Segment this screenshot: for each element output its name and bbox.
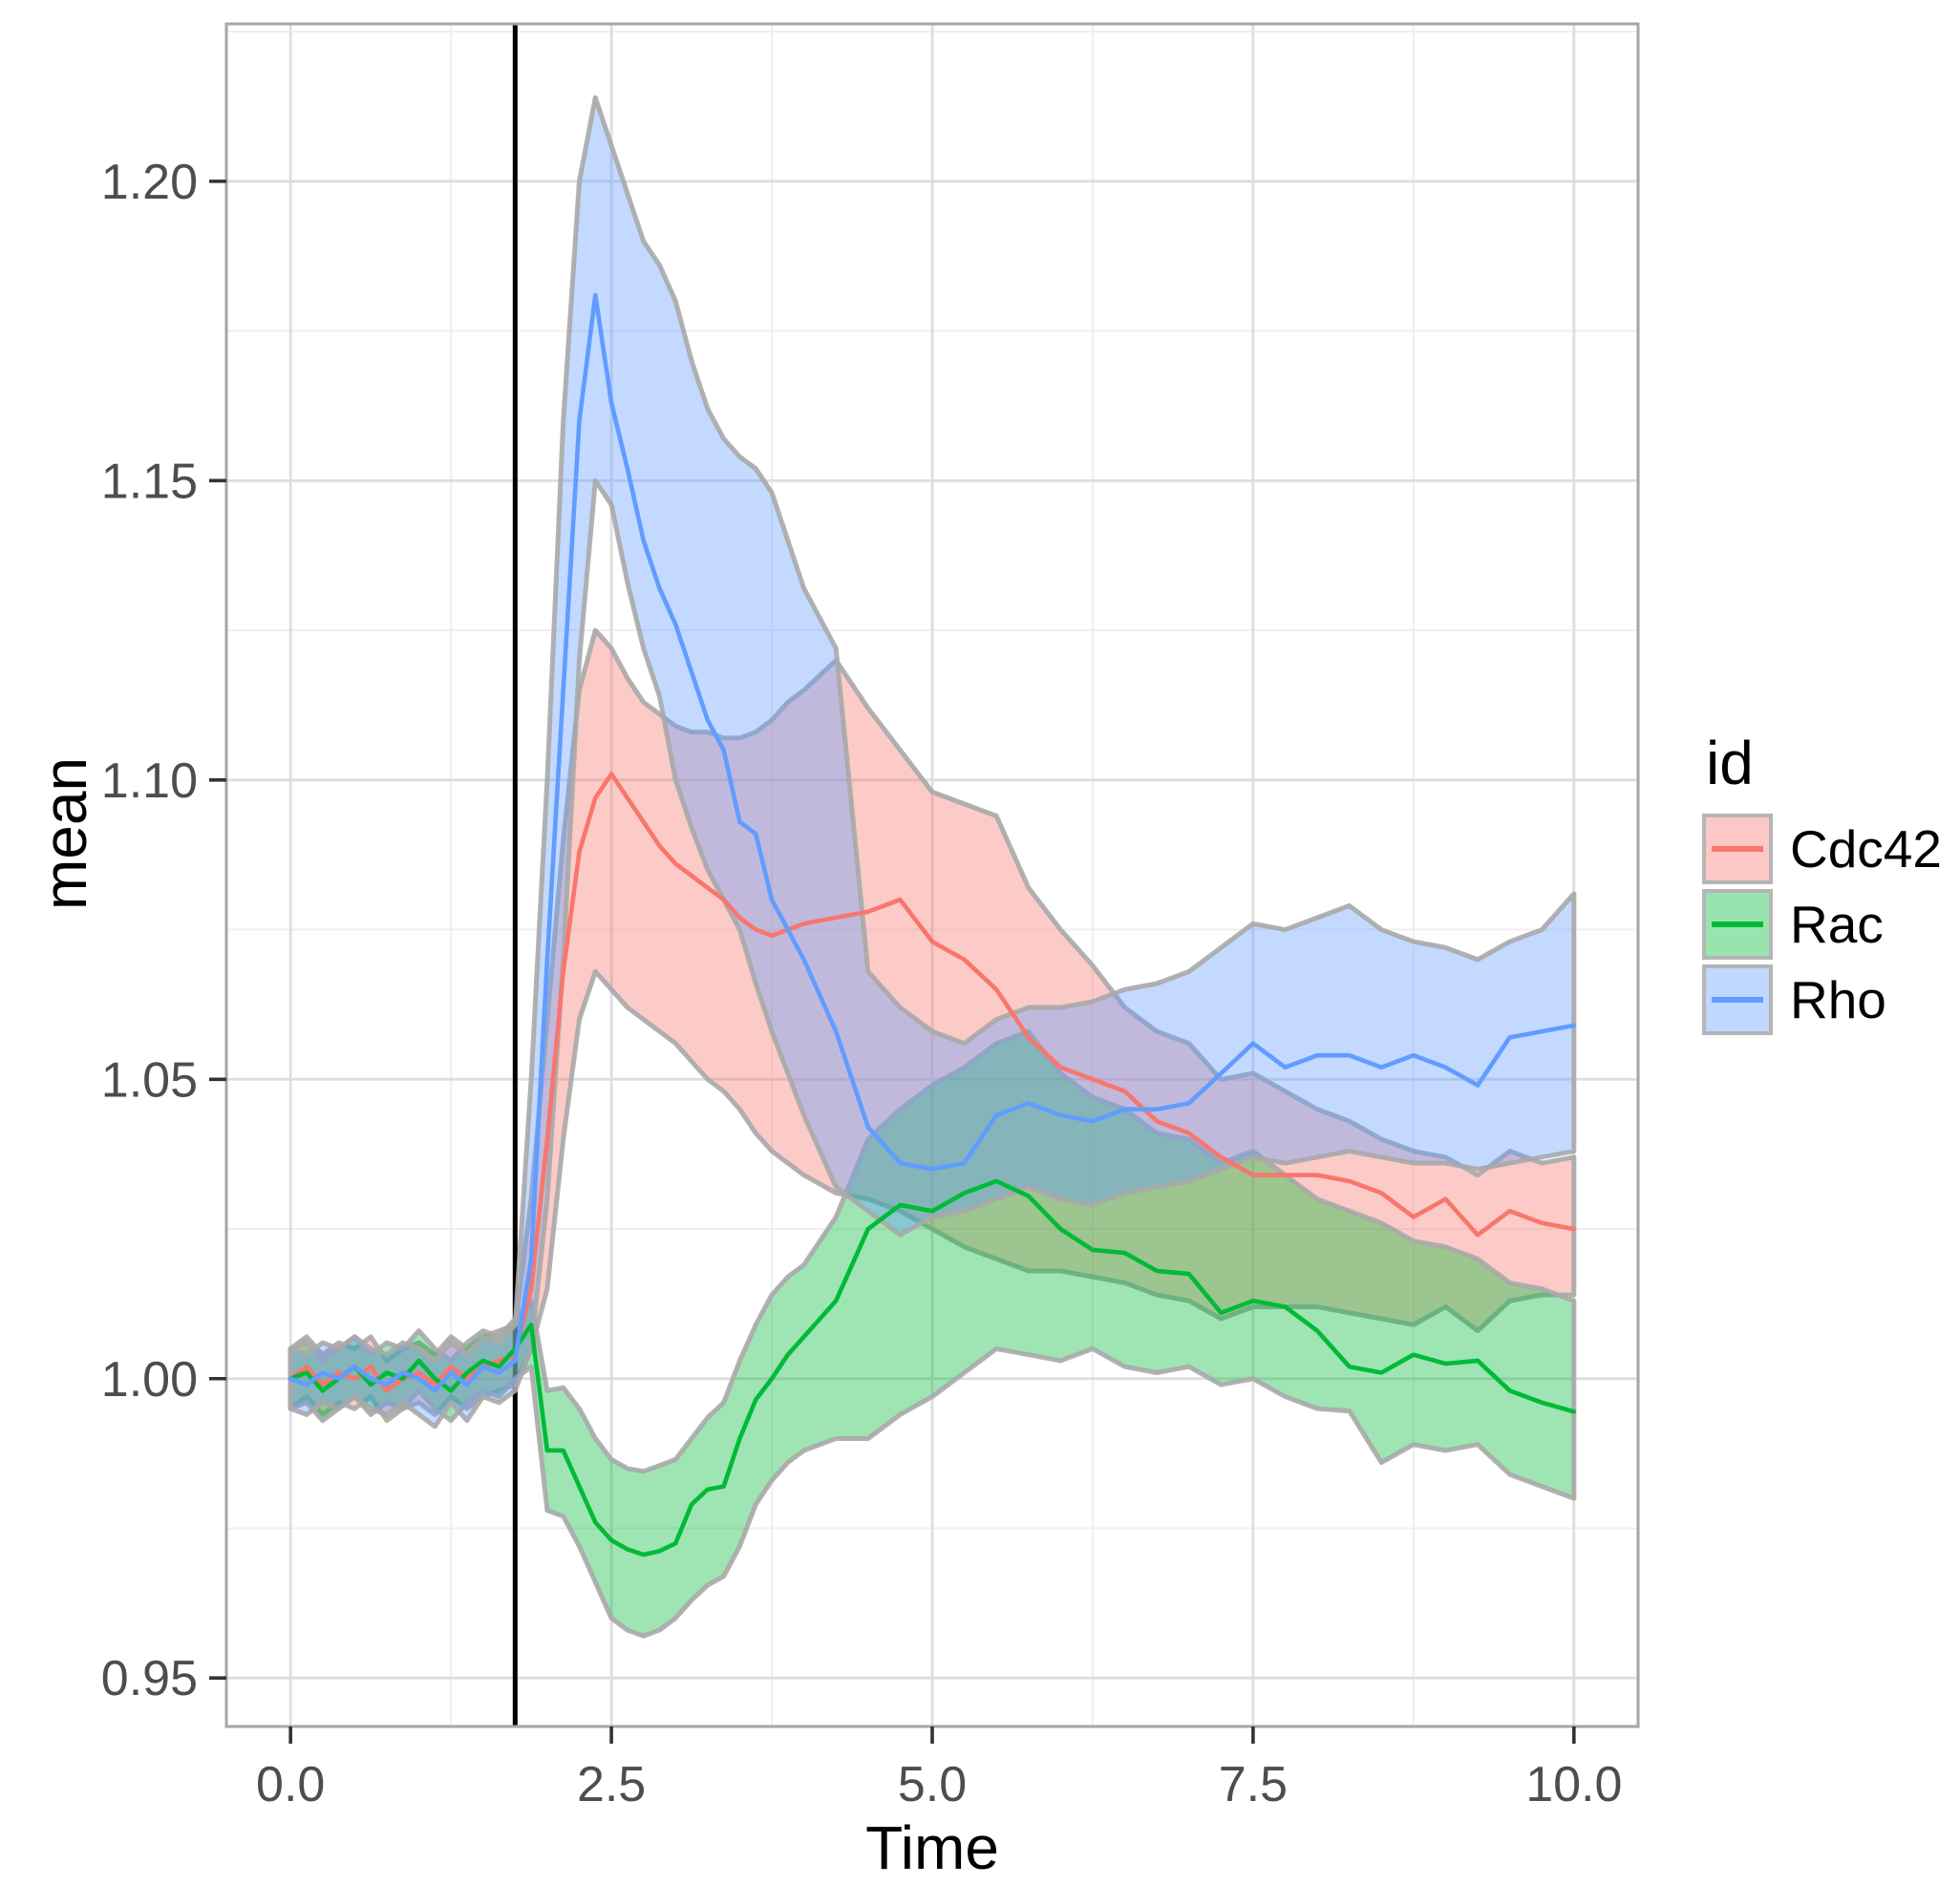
legend-key-line-icon <box>1712 921 1763 927</box>
ribbon-Rac <box>288 1028 1577 1639</box>
y-tick-label: 1.00 <box>101 1352 198 1408</box>
y-axis-title: mean <box>31 756 100 910</box>
x-tick-label: 2.5 <box>577 1757 646 1812</box>
legend-key-swatch-cdc42 <box>1702 814 1773 884</box>
y-tick-label: 1.20 <box>101 155 198 210</box>
legend-label: Rho <box>1790 970 1886 1029</box>
axis-ticks <box>209 180 1576 1744</box>
y-tick-label: 1.15 <box>101 454 198 509</box>
legend-item-rac: Rac <box>1702 889 1942 960</box>
x-axis-title: Time <box>865 1813 999 1882</box>
mean-line-Cdc42 <box>288 772 1577 1393</box>
legend-key-swatch-rho <box>1702 964 1773 1035</box>
x-tick-label: 5.0 <box>898 1757 967 1812</box>
legend-title: id <box>1706 729 1754 797</box>
x-tick-labels: 0.0 2.5 5.0 7.5 10.0 <box>256 1757 1622 1812</box>
major-gridlines <box>226 24 1638 1726</box>
legend-key-line-icon <box>1712 846 1763 852</box>
legend-key-swatch-rac <box>1702 889 1773 960</box>
legend-item-cdc42: Cdc42 <box>1702 814 1942 884</box>
x-tick-label: 0.0 <box>256 1757 325 1812</box>
legend-label: Cdc42 <box>1790 819 1942 879</box>
ribbon-Rho <box>288 95 1577 1430</box>
y-tick-label: 1.05 <box>101 1052 198 1108</box>
legend-item-rho: Rho <box>1702 964 1942 1035</box>
y-tick-label: 1.10 <box>101 753 198 809</box>
legend: id Cdc42 Rac Rho <box>1702 728 1942 1040</box>
legend-key-line-icon <box>1712 997 1763 1003</box>
mean-line-Rho <box>288 292 1577 1393</box>
y-tick-labels: 0.95 1.00 1.05 1.10 1.15 1.20 <box>101 155 198 1706</box>
x-tick-label: 10.0 <box>1525 1757 1622 1812</box>
x-tick-label: 7.5 <box>1219 1757 1288 1812</box>
y-tick-label: 0.95 <box>101 1651 198 1706</box>
legend-label: Rac <box>1790 895 1884 954</box>
